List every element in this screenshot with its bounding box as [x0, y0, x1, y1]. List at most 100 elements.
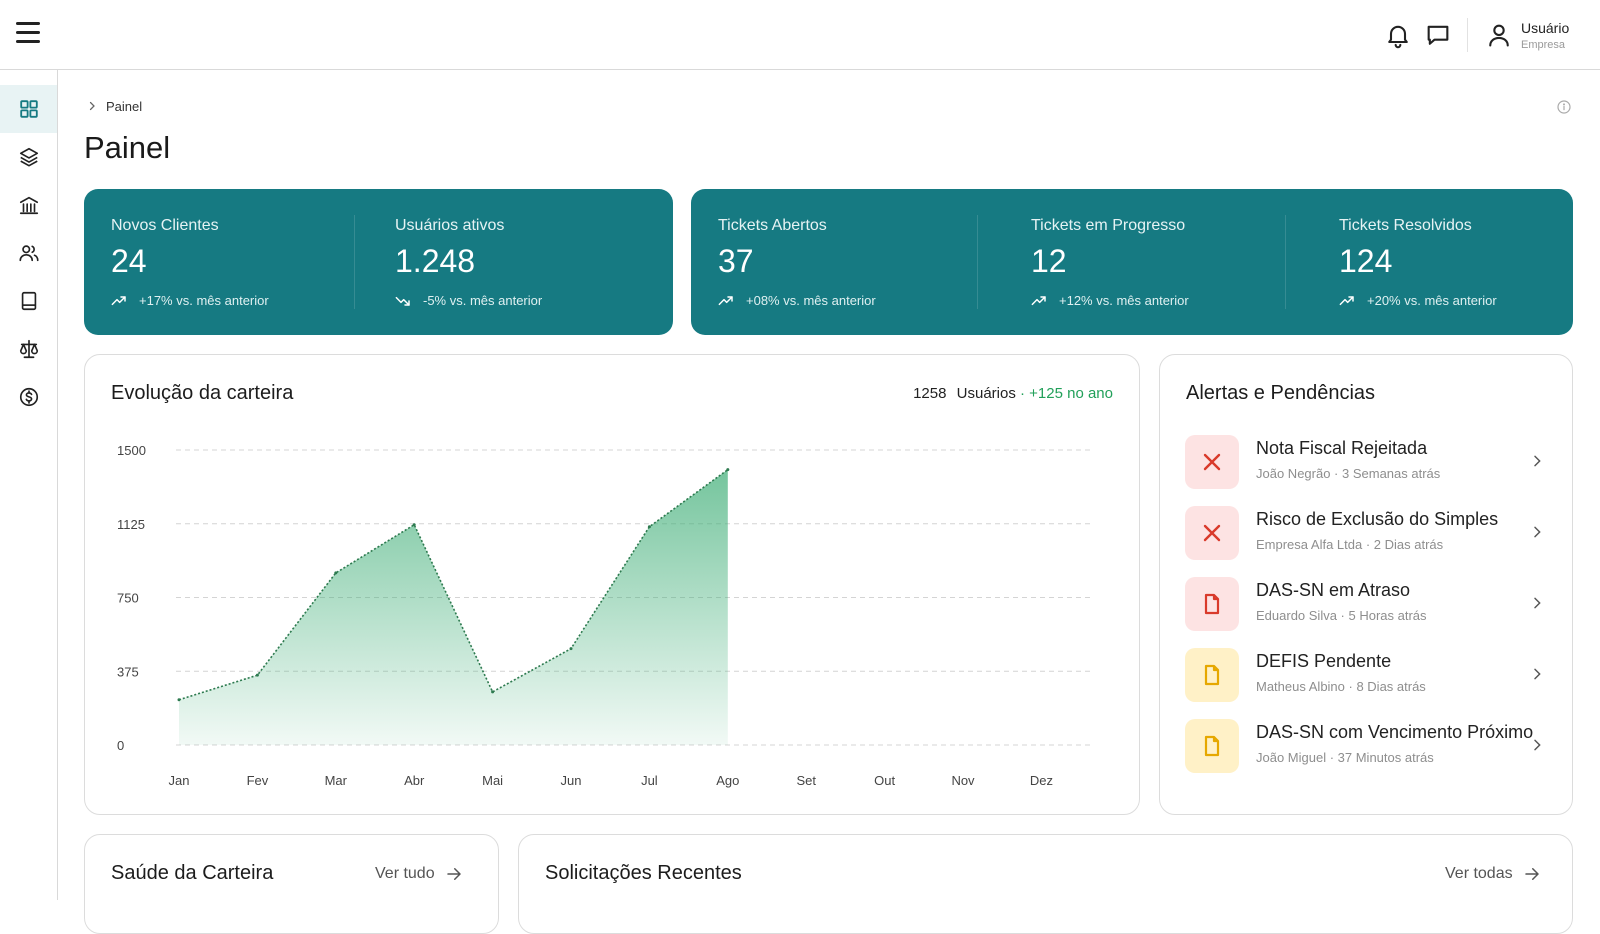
breadcrumb-item-painel[interactable]: Painel — [106, 98, 143, 114]
page-title: Painel — [84, 130, 171, 165]
user-name: Usuário — [1521, 20, 1570, 36]
ver-tudo-link[interactable]: Ver tudo — [375, 865, 463, 883]
chevron-right-icon — [1534, 455, 1541, 467]
document-icon — [1204, 664, 1220, 686]
x-tick-label: Ago — [716, 773, 739, 788]
stat-value: 12 — [1031, 243, 1067, 279]
stat-trend: +17% vs. mês anterior — [111, 293, 269, 308]
y-tick-label: 750 — [117, 591, 139, 606]
chart-panel: Evolução da carteira 1258 Usuários · +12… — [84, 354, 1140, 815]
data-point — [177, 698, 181, 702]
stat-value: 24 — [111, 243, 147, 279]
stat-divider — [977, 215, 978, 309]
arrow-right-icon — [1524, 868, 1539, 880]
alert-item[interactable]: Risco de Exclusão do Simples Empresa Alf… — [1185, 504, 1565, 560]
info-icon[interactable] — [1556, 99, 1572, 115]
stat-usuarios-ativos: Usuários ativos 1.248 -5% vs. mês anteri… — [395, 189, 655, 335]
health-panel-title: Saúde da Carteira — [111, 862, 274, 884]
data-point — [726, 468, 730, 472]
stat-novos-clientes: Novos Clientes 24 +17% vs. mês anterior — [111, 189, 361, 335]
stat-tickets-abertos: Tickets Abertos 37 +08% vs. mês anterior — [718, 189, 988, 335]
sidebar-item-institution[interactable] — [0, 181, 57, 229]
y-tick-label: 0 — [117, 738, 124, 753]
chevron-right-icon — [89, 101, 95, 111]
alert-badge — [1185, 506, 1239, 560]
alert-meta: João Miguel · 37 Minutos atrás — [1256, 750, 1434, 765]
chart-summary: 1258 Usuários · +125 no ano — [913, 385, 1113, 402]
chart-summary-unit: Usuários — [956, 385, 1016, 402]
chat-icon[interactable] — [1424, 21, 1452, 49]
x-tick-label: Nov — [951, 773, 975, 788]
layers-icon — [19, 147, 38, 167]
x-tick-label: Out — [874, 773, 895, 788]
alert-meta: Empresa Alfa Ltda · 2 Dias atrás — [1256, 537, 1444, 552]
alert-title: Nota Fiscal Rejeitada — [1256, 438, 1428, 458]
dashboard-grid-icon — [19, 100, 38, 118]
user-icon — [1489, 24, 1509, 47]
sidebar — [0, 70, 58, 900]
alert-badge — [1185, 719, 1239, 773]
user-company: Empresa — [1521, 39, 1566, 51]
close-x-icon — [1203, 524, 1221, 542]
requests-panel: Solicitações Recentes Ver todas — [518, 834, 1573, 934]
arrow-right-icon — [446, 868, 461, 880]
sidebar-item-users[interactable] — [0, 229, 57, 277]
x-tick-label: Jan — [169, 773, 190, 788]
ver-todas-link[interactable]: Ver todas — [1445, 865, 1541, 883]
y-tick-label: 1125 — [117, 517, 145, 532]
y-tick-label: 375 — [117, 664, 139, 679]
breadcrumb: Painel — [86, 96, 142, 116]
sidebar-item-dashboard[interactable] — [0, 85, 57, 133]
requests-panel-title: Solicitações Recentes — [545, 862, 742, 884]
sidebar-item-finance[interactable] — [0, 373, 57, 421]
trend-down-icon — [395, 296, 410, 306]
stat-divider — [1285, 215, 1286, 309]
x-tick-label: Set — [796, 773, 816, 788]
users-icon — [18, 245, 39, 262]
data-point — [255, 673, 259, 677]
data-point — [412, 523, 416, 527]
chevron-right-icon — [1534, 597, 1541, 609]
sidebar-item-scale[interactable] — [0, 325, 57, 373]
y-tick-label: 1500 — [117, 443, 146, 458]
stat-trend: +12% vs. mês anterior — [1031, 293, 1189, 308]
area-chart: 1500 1125 750 375 0 Jan Fev Mar Abr Mai Jun Jul Ago S… — [117, 443, 1094, 788]
alert-meta: Matheus Albino · 8 Dias atrás — [1256, 679, 1426, 694]
user-menu[interactable]: Usuário Empresa — [1485, 18, 1595, 54]
chart-summary-value: 1258 — [913, 385, 947, 402]
alert-title: Risco de Exclusão do Simples — [1256, 509, 1499, 529]
data-point — [569, 647, 573, 651]
alert-item[interactable]: DAS-SN em Atraso Eduardo Silva · 5 Horas… — [1185, 575, 1565, 631]
data-point — [491, 690, 495, 694]
alert-item[interactable]: DEFIS Pendente Matheus Albino · 8 Dias a… — [1185, 646, 1565, 702]
bell-icon[interactable] — [1384, 21, 1412, 49]
stat-tickets-resolvidos: Tickets Resolvidos 124 +20% vs. mês ante… — [1339, 189, 1569, 335]
x-tick-label: Dez — [1030, 773, 1053, 788]
stat-label: Tickets em Progresso — [1031, 217, 1186, 234]
stat-label: Tickets Resolvidos — [1339, 217, 1472, 234]
data-point — [334, 571, 338, 575]
stat-value: 124 — [1339, 243, 1393, 279]
x-tick-label: Fev — [247, 773, 269, 788]
trend-up-icon — [718, 295, 733, 305]
alert-badge — [1185, 435, 1239, 489]
alert-title: DAS-SN em Atraso — [1256, 580, 1411, 600]
stat-label: Usuários ativos — [395, 217, 505, 234]
series-area — [179, 469, 728, 745]
stat-tickets-progresso: Tickets em Progresso 12 +12% vs. mês ant… — [1031, 189, 1301, 335]
stats-group-clients: Novos Clientes 24 +17% vs. mês anterior … — [84, 189, 673, 335]
top-divider — [1467, 18, 1468, 52]
sidebar-item-layers[interactable] — [0, 133, 57, 181]
x-tick-label: Abr — [404, 773, 425, 788]
stat-label: Novos Clientes — [111, 217, 219, 234]
sidebar-item-book[interactable] — [0, 277, 57, 325]
menu-hamburger-icon[interactable] — [14, 22, 44, 48]
chevron-right-icon — [1534, 739, 1541, 751]
alerts-panel: Alertas e Pendências Nota Fiscal Rejeita… — [1159, 354, 1573, 815]
alert-meta: Eduardo Silva · 5 Horas atrás — [1256, 608, 1427, 623]
health-panel: Saúde da Carteira Ver tudo — [84, 834, 499, 934]
alert-item[interactable]: DAS-SN com Vencimento Próximo João Migue… — [1185, 717, 1565, 773]
stat-label: Tickets Abertos — [718, 217, 827, 234]
alert-item[interactable]: Nota Fiscal Rejeitada João Negrão · 3 Se… — [1185, 433, 1565, 489]
alert-title: DAS-SN com Vencimento Próximo — [1256, 722, 1534, 742]
